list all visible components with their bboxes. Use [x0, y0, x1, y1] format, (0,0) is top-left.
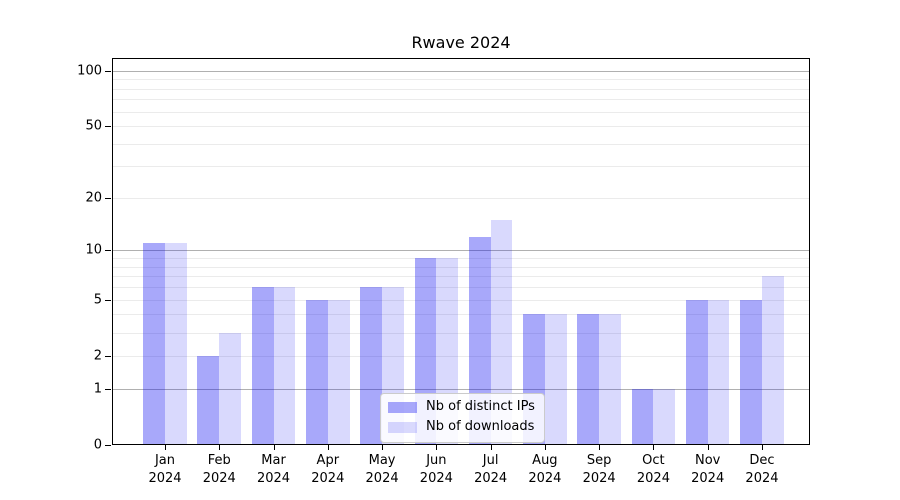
legend: Nb of distinct IPs Nb of downloads — [380, 393, 545, 443]
bar-nov-downloads — [707, 299, 730, 445]
y-tick-mark-10 — [105, 250, 111, 252]
y-tick-label-10: 10 — [85, 242, 102, 258]
minor-gridline-70 — [112, 99, 810, 101]
y-tick-mark-20 — [105, 198, 111, 200]
bar-jul-downloads — [490, 220, 513, 445]
minor-gridline-7 — [112, 276, 810, 278]
y-tick-mark-100 — [105, 70, 111, 72]
minor-gridline-60 — [112, 111, 810, 113]
x-tick-mark-dec — [761, 445, 763, 450]
bar-feb-downloads — [219, 332, 242, 445]
legend-item-distinct-ips: Nb of distinct IPs — [388, 399, 535, 415]
x-tick-label-mar: Mar 2024 — [256, 453, 291, 486]
bar-may-distinct-ips — [360, 287, 383, 445]
x-tick-label-jul: Jul 2024 — [474, 453, 508, 486]
x-tick-mark-may — [382, 445, 384, 450]
bar-dec-distinct-ips — [740, 299, 762, 445]
bar-sep-distinct-ips — [577, 314, 600, 445]
x-tick-label-dec: Dec 2024 — [745, 453, 779, 486]
legend-item-downloads: Nb of downloads — [388, 419, 535, 435]
x-tick-mark-sep — [599, 445, 601, 450]
x-tick-mark-aug — [544, 445, 546, 450]
x-tick-label-apr: Apr 2024 — [311, 453, 345, 486]
chart-title: Rwave 2024 — [411, 33, 511, 52]
bar-aug-downloads — [544, 314, 567, 445]
x-tick-mark-jun — [436, 445, 438, 450]
bar-jan-distinct-ips — [143, 243, 165, 445]
y-tick-mark-1 — [105, 388, 111, 390]
x-tick-label-nov: Nov 2024 — [691, 453, 725, 486]
bar-jan-downloads — [165, 243, 187, 445]
y-tick-mark-50 — [105, 126, 111, 128]
x-tick-label-may: May 2024 — [365, 453, 399, 486]
bar-feb-distinct-ips — [197, 355, 220, 445]
y-tick-label-100: 100 — [77, 63, 102, 79]
minor-gridline-5 — [112, 299, 810, 301]
bar-jul-distinct-ips — [468, 236, 491, 445]
x-tick-label-feb: Feb 2024 — [202, 453, 236, 486]
y-tick-label-50: 50 — [85, 118, 102, 134]
legend-swatch-downloads — [388, 421, 417, 433]
minor-gridline-40 — [112, 143, 810, 145]
minor-gridline-3 — [112, 332, 810, 334]
bar-mar-distinct-ips — [251, 287, 274, 445]
bar-dec-downloads — [761, 276, 784, 445]
x-tick-mark-jan — [165, 445, 166, 450]
minor-gridline-6 — [112, 287, 810, 289]
y-tick-mark-0 — [105, 445, 111, 446]
major-gridline-100 — [112, 70, 810, 72]
minor-gridline-2 — [112, 355, 810, 357]
bar-oct-distinct-ips — [631, 388, 654, 445]
bar-sep-downloads — [599, 314, 621, 445]
bar-apr-distinct-ips — [306, 299, 328, 445]
legend-label-distinct-ips: Nb of distinct IPs — [426, 399, 535, 414]
bar-mar-downloads — [273, 287, 296, 445]
y-tick-mark-2 — [105, 355, 111, 357]
x-tick-label-oct: Oct 2024 — [636, 453, 670, 486]
x-tick-mark-oct — [653, 445, 655, 450]
legend-label-downloads: Nb of downloads — [426, 419, 535, 435]
major-gridline-10 — [112, 250, 810, 252]
minor-gridline-20 — [112, 198, 810, 200]
x-tick-label-aug: Aug 2024 — [528, 453, 562, 486]
y-tick-label-0: 0 — [93, 437, 102, 453]
legend-swatch-distinct-ips — [388, 401, 417, 413]
x-tick-mark-apr — [327, 445, 329, 450]
bar-nov-distinct-ips — [685, 299, 708, 445]
y-tick-label-5: 5 — [93, 292, 102, 308]
minor-gridline-9 — [112, 258, 810, 260]
bar-oct-downloads — [653, 388, 676, 445]
x-tick-mark-feb — [219, 445, 221, 450]
y-tick-label-2: 2 — [93, 348, 102, 364]
y-tick-label-1: 1 — [93, 381, 102, 397]
x-tick-label-jan: Jan 2024 — [148, 453, 182, 486]
minor-gridline-80 — [112, 88, 810, 90]
minor-gridline-90 — [112, 79, 810, 81]
minor-gridline-50 — [112, 126, 810, 128]
y-tick-mark-5 — [105, 299, 111, 301]
y-tick-label-20: 20 — [85, 190, 102, 206]
x-tick-label-sep: Sep 2024 — [582, 453, 616, 486]
plot-area — [112, 58, 810, 445]
bar-apr-downloads — [327, 299, 350, 445]
minor-gridline-4 — [112, 314, 810, 316]
x-tick-label-jun: Jun 2024 — [419, 453, 453, 486]
minor-gridline-30 — [112, 166, 810, 168]
major-gridline-1 — [112, 388, 810, 390]
minor-gridline-8 — [112, 266, 810, 268]
x-tick-mark-nov — [707, 445, 709, 450]
x-tick-mark-jul — [490, 445, 492, 450]
x-tick-mark-mar — [273, 445, 275, 450]
